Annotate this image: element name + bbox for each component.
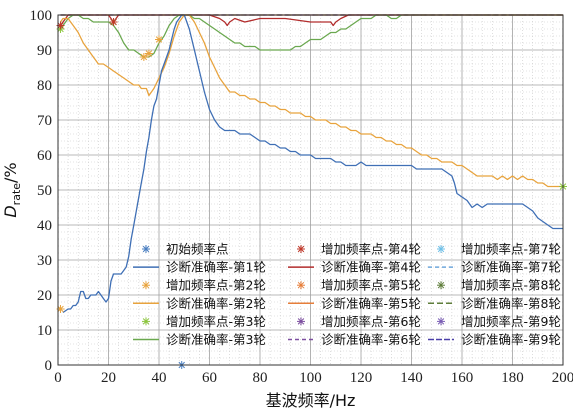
x-tick-label: 0: [54, 370, 62, 386]
legend-symbol-10: [297, 317, 305, 326]
plot-frame: [57, 14, 564, 366]
legend-label-14: 增加频率点-第8轮: [461, 278, 561, 293]
legend-label-6: 增加频率点-第4轮: [321, 242, 421, 257]
legend-entry-1: 诊断准确率-第1轮: [133, 260, 266, 275]
legend-label-8: 增加频率点-第5轮: [321, 278, 421, 293]
legend-entry-17: 诊断准确率-第9轮: [428, 332, 561, 347]
legend-entry-7: 诊断准确率-第4轮: [288, 260, 421, 275]
series-marker-6: [109, 18, 118, 26]
x-tick-label: 180: [501, 370, 524, 386]
legend-entry-16: 增加频率点-第9轮: [437, 314, 561, 329]
series-marker-2: [155, 35, 163, 44]
x-tick-label: 100: [299, 370, 322, 386]
legend-symbol-12: [437, 245, 445, 253]
legend-label-4: 增加频率点-第3轮: [166, 314, 266, 329]
legend-label-7: 诊断准确率-第4轮: [321, 260, 421, 275]
series-line-1: [62, 14, 563, 314]
legend-entry-13: 诊断准确率-第7轮: [428, 260, 561, 275]
legend-layer: 初始频率点诊断准确率-第1轮增加频率点-第2轮诊断准确率-第2轮增加频率点-第3…: [133, 242, 561, 347]
legend-symbol-2: [142, 281, 150, 290]
y-tick-label: 90: [37, 43, 52, 59]
y-tick-label: 30: [37, 253, 52, 269]
y-tick-label: 20: [37, 288, 52, 304]
ticks-layer: 0 20 40 60 80 100 120 140 160 180 200 0 10 20 30 40 50 60…: [30, 8, 573, 386]
legend-entry-9: 诊断准确率-第5轮: [288, 296, 421, 311]
y-tick-label: 0: [45, 358, 53, 374]
legend-label-10: 增加频率点-第6轮: [321, 314, 421, 329]
legend-symbol-4: [142, 317, 150, 326]
legend-entry-0: 初始频率点: [142, 242, 229, 257]
legend-entry-8: 增加频率点-第5轮: [297, 278, 421, 293]
legend-label-1: 诊断准确率-第1轮: [166, 260, 266, 275]
series-marker-2: [139, 53, 148, 61]
legend-label-2: 增加频率点-第2轮: [166, 278, 266, 293]
legend-symbol-6: [297, 245, 305, 253]
series-marker-2: [144, 49, 153, 58]
legend-entry-4: 增加频率点-第3轮: [142, 314, 266, 329]
x-tick-label: 160: [451, 370, 474, 386]
x-tick-label: 40: [152, 370, 167, 386]
x-axis-label: 基波频率/Hz: [266, 391, 356, 410]
y-axis-label: Drate/%: [1, 162, 23, 217]
legend-label-3: 诊断准确率-第2轮: [166, 296, 266, 311]
legend-entry-12: 增加频率点-第7轮: [437, 242, 561, 257]
x-tick-label: 20: [101, 370, 116, 386]
y-tick-label: 50: [37, 183, 52, 199]
y-tick-label: 60: [37, 148, 52, 164]
y-axis-label-main: D: [1, 205, 20, 217]
y-tick-label: 70: [37, 113, 52, 129]
series-marker-2: [56, 305, 65, 313]
legend-entry-5: 诊断准确率-第3轮: [133, 332, 266, 347]
legend-label-5: 诊断准确率-第3轮: [166, 332, 266, 347]
legend-label-13: 诊断准确率-第7轮: [461, 260, 561, 275]
x-tick-label: 80: [253, 370, 268, 386]
x-tick-label: 140: [400, 370, 423, 386]
y-tick-label: 100: [30, 8, 53, 24]
y-axis-label-unit: /%: [1, 162, 20, 183]
legend-entry-15: 诊断准确率-第8轮: [428, 296, 561, 311]
legend-label-17: 诊断准确率-第9轮: [461, 332, 561, 347]
legend-symbol-16: [437, 317, 445, 326]
legend-label-12: 增加频率点-第7轮: [461, 242, 561, 257]
x-tick-label: 120: [350, 370, 373, 386]
legend-label-16: 增加频率点-第9轮: [461, 314, 561, 329]
x-tick-label: 60: [202, 370, 217, 386]
legend-label-0: 初始频率点: [166, 242, 229, 257]
legend-entry-6: 增加频率点-第4轮: [297, 242, 421, 257]
y-tick-label: 80: [37, 78, 52, 94]
legend-label-15: 诊断准确率-第8轮: [461, 296, 561, 311]
legend-entry-3: 诊断准确率-第2轮: [133, 296, 266, 311]
legend-label-11: 诊断准确率-第6轮: [321, 332, 421, 347]
y-axis-label-sub: rate: [10, 183, 23, 206]
legend-entry-11: 诊断准确率-第6轮: [288, 332, 421, 347]
legend-symbol-14: [437, 281, 445, 290]
legend-entry-14: 增加频率点-第8轮: [437, 278, 561, 293]
legend-entry-10: 增加频率点-第6轮: [297, 314, 421, 329]
legend-label-9: 诊断准确率-第5轮: [321, 296, 421, 311]
series-line-3: [59, 14, 563, 188]
legend-symbol-0: [142, 245, 150, 253]
x-tick-label: 200: [552, 370, 573, 386]
legend-symbol-8: [297, 281, 305, 290]
legend-entry-2: 增加频率点-第2轮: [142, 278, 266, 293]
y-tick-label: 10: [37, 323, 52, 339]
y-tick-label: 40: [37, 218, 52, 234]
